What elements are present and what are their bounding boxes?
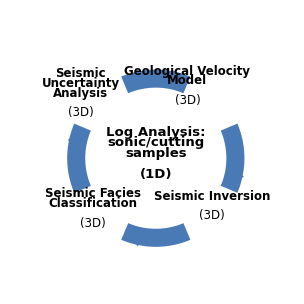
Text: Seismic Inversion: Seismic Inversion (154, 190, 270, 203)
Text: (3D): (3D) (199, 209, 225, 223)
Text: (3D): (3D) (80, 217, 105, 230)
Text: (1D): (1D) (140, 168, 172, 181)
Text: Seismic: Seismic (56, 67, 106, 80)
Text: Model: Model (167, 74, 207, 88)
Text: samples: samples (125, 147, 187, 160)
Text: sonic/cutting: sonic/cutting (107, 136, 204, 150)
Text: (3D): (3D) (68, 106, 94, 119)
Text: Geological Velocity: Geological Velocity (124, 64, 250, 78)
Text: (3D): (3D) (174, 94, 200, 107)
Text: Analysis: Analysis (53, 87, 109, 100)
Text: Classification: Classification (48, 197, 137, 210)
Text: Seismic Facies: Seismic Facies (45, 188, 140, 200)
Text: Log Analysis:: Log Analysis: (106, 126, 206, 139)
Text: Uncertainty: Uncertainty (42, 77, 120, 90)
